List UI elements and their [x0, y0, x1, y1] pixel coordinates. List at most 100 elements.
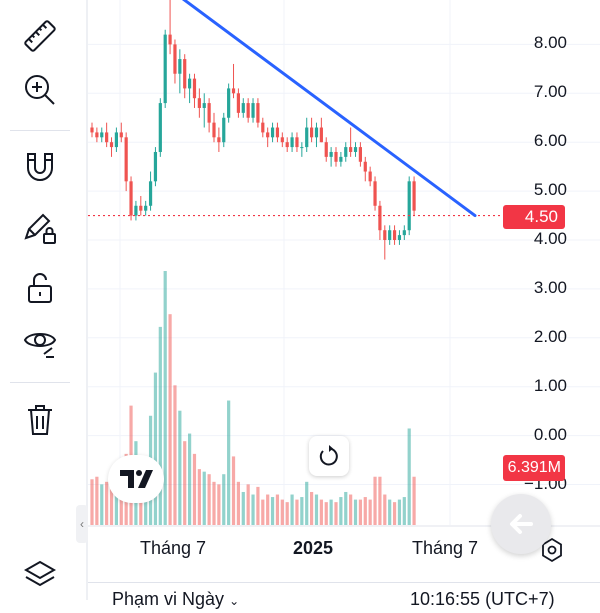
candle-body: [119, 132, 123, 138]
candle-body: [280, 137, 284, 143]
toolbar-divider: [10, 382, 70, 383]
volume-bar: [412, 476, 416, 525]
candle-body: [290, 137, 294, 148]
volume-bar: [344, 491, 348, 525]
volume-bar: [183, 441, 187, 525]
pencil-lock-icon[interactable]: [20, 208, 60, 248]
zoom-in-icon[interactable]: [20, 70, 60, 110]
candle-body: [251, 103, 255, 118]
rotate-icon: [319, 445, 338, 466]
collapse-toolbar-button[interactable]: ‹: [76, 505, 88, 543]
volume-bar: [227, 400, 231, 525]
trash-icon[interactable]: [20, 400, 60, 440]
candle-body: [270, 127, 275, 138]
candle-body: [358, 147, 362, 162]
volume-bar: [378, 476, 382, 525]
candle-body: [227, 88, 231, 118]
volume-bar: [402, 497, 406, 525]
candle-body: [173, 44, 177, 74]
volume-bar: [388, 499, 392, 525]
settings-icon[interactable]: [539, 537, 565, 563]
volume-bar: [212, 481, 216, 525]
time-label-2: 2025: [293, 538, 334, 558]
candle-body: [236, 93, 240, 113]
unlock-icon[interactable]: [20, 268, 60, 308]
price-tick-label: 9.00: [534, 0, 567, 5]
candle-body: [217, 137, 221, 143]
candle-body: [334, 151, 338, 162]
volume-bar: [114, 474, 118, 525]
candle-body: [412, 181, 416, 211]
range-label: Phạm vi Ngày: [112, 589, 225, 609]
back-button[interactable]: [491, 494, 551, 554]
candle-body: [183, 59, 187, 89]
price-tick-label: 6.00: [533, 131, 567, 151]
volume-bar: [310, 491, 314, 525]
candle-body: [397, 235, 402, 240]
candle-body: [124, 137, 128, 182]
volume-bar: [207, 474, 211, 525]
candle-body: [363, 161, 367, 172]
candle-body: [114, 132, 118, 148]
volume-bar: [246, 484, 250, 525]
candle-body: [378, 205, 382, 231]
volume-bar: [188, 433, 192, 525]
candle-body: [256, 103, 260, 123]
candle-body: [139, 205, 143, 211]
price-tick-label: 3.00: [533, 277, 567, 297]
candle-body: [109, 142, 114, 148]
volume-bar: [105, 481, 109, 525]
candle-body: [368, 171, 372, 182]
candle-body: [329, 151, 333, 157]
candle-body: [163, 34, 167, 104]
candle-body: [231, 88, 236, 94]
volume-tag: 6.391M: [503, 455, 565, 481]
candle-body: [158, 103, 162, 152]
volume-bar: [178, 410, 182, 525]
ruler-icon[interactable]: [20, 16, 60, 56]
volume-value: 6.391M: [507, 459, 561, 476]
candle-body: [168, 34, 172, 45]
candle-body: [148, 181, 153, 206]
candle-body: [300, 147, 304, 149]
candle-body: [388, 230, 392, 240]
volume-bar: [285, 502, 289, 525]
volume-bar: [392, 502, 397, 525]
volume-bar: [383, 494, 387, 525]
volume-bar: [158, 326, 162, 525]
candle-body: [319, 127, 323, 143]
candle-body: [402, 230, 406, 236]
magnet-icon[interactable]: [20, 148, 60, 188]
price-tick-label: 4.00: [533, 229, 567, 248]
toolbar-separator: [86, 0, 88, 600]
candle-body: [275, 127, 280, 138]
volume-bar: [236, 481, 240, 525]
reset-chart-button[interactable]: [309, 436, 349, 476]
volume-bar: [290, 494, 294, 525]
candle-body: [197, 98, 201, 108]
volume-bar: [261, 499, 265, 525]
volume-bar: [295, 499, 299, 525]
candle-body: [188, 78, 192, 89]
volume-bar: [100, 484, 104, 525]
volume-bar: [192, 453, 197, 525]
volume-bar: [266, 494, 270, 525]
volume-bar: [197, 469, 201, 525]
candle-body: [129, 181, 133, 216]
layers-icon[interactable]: [20, 556, 60, 596]
volume-bar: [280, 499, 284, 525]
volume-bar: [95, 476, 99, 525]
candle-body: [285, 142, 289, 148]
volume-bar: [153, 372, 158, 525]
volume-bar: [202, 471, 206, 525]
volume-bar: [251, 494, 255, 525]
volume-bar: [397, 499, 402, 525]
bottom-bar: Phạm vi Ngày ⌄ 10:16:55 (UTC+7): [88, 582, 600, 613]
volume-bar: [358, 499, 362, 525]
volume-bar: [324, 502, 328, 525]
candle-body: [90, 127, 94, 133]
volume-bar: [339, 497, 343, 525]
candle-body: [373, 181, 377, 206]
eye-icon[interactable]: [20, 322, 60, 362]
candle-body: [310, 127, 314, 138]
